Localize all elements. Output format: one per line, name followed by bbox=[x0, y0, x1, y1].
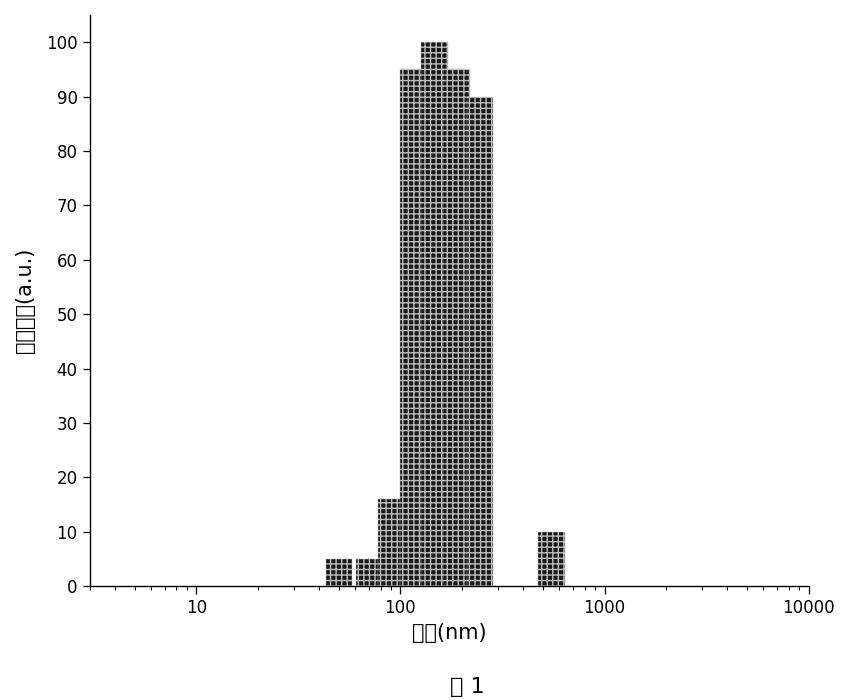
Bar bbox=[443, 69, 470, 587]
Bar bbox=[538, 532, 564, 587]
Bar bbox=[326, 559, 352, 587]
Bar bbox=[355, 559, 382, 587]
Bar bbox=[422, 42, 448, 587]
Bar bbox=[377, 499, 405, 587]
Bar bbox=[467, 97, 493, 587]
X-axis label: 半径(nm): 半径(nm) bbox=[411, 623, 486, 643]
Y-axis label: 相对强度(a.u.): 相对强度(a.u.) bbox=[15, 248, 35, 354]
Bar bbox=[400, 69, 426, 587]
Text: 图 1: 图 1 bbox=[450, 677, 484, 697]
